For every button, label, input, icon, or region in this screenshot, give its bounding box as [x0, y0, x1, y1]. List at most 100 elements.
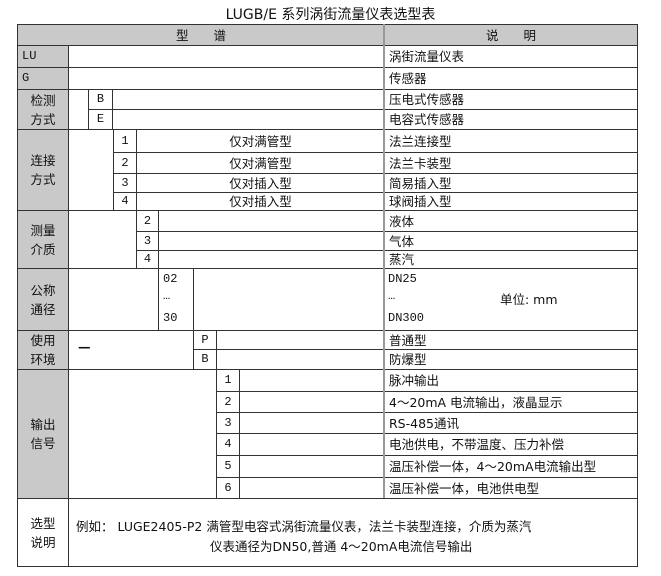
code-output-2-text: 3	[224, 415, 232, 430]
spacer-connect	[68, 129, 114, 211]
diameter-code-0: 02	[163, 272, 178, 286]
spacer-detect	[68, 89, 89, 130]
desc-output-1-text: 4～20mA 电流输出，液晶显示	[389, 394, 563, 410]
code-connect-0-text: 1	[121, 133, 129, 148]
desc-detect-0-text: 压电式传感器	[389, 92, 465, 107]
note-connect-3: 仅对插入型	[136, 192, 385, 211]
page-title: LUGB/E 系列涡街流量仪表选型表	[225, 7, 436, 23]
code-env-1-text: B	[201, 352, 209, 366]
header-model: 型 谱	[17, 24, 385, 46]
example-line-2: 仪表通径为DN50,普通 4～20mA电流信号输出	[210, 539, 473, 554]
code-output-3: 4	[216, 433, 240, 456]
desc-connect-1-text: 法兰卡装型	[389, 155, 452, 171]
desc-env-1-text: 防爆型	[389, 352, 427, 367]
desc-output-1: 4～20mA 电流输出，液晶显示	[384, 391, 638, 413]
example-box	[68, 498, 638, 567]
code-env-0-text: P	[201, 332, 209, 347]
desc-output-0: 脉冲输出	[384, 369, 638, 392]
code-lu: LU	[17, 45, 69, 68]
diameter-desc-1: …	[388, 289, 396, 303]
desc-output-2-text: RS-485通讯	[389, 415, 459, 431]
desc-g-text: 传感器	[389, 71, 427, 86]
desc-lu-text: 涡街流量仪表	[389, 49, 465, 64]
desc-medium-1: 气体	[384, 231, 638, 251]
desc-output-4-text: 温压补偿一体，4～20mA电流输出型	[389, 459, 597, 474]
code-lu-text: LU	[22, 49, 37, 63]
desc-connect-1: 法兰卡装型	[384, 152, 638, 174]
code-output-3-text: 4	[224, 437, 232, 451]
code-output-1-text: 2	[224, 394, 232, 409]
unit-label: 单位: mm	[500, 292, 558, 307]
code-medium-2-text: 4	[143, 252, 152, 266]
code-connect-1: 2	[113, 152, 137, 174]
dash-separator: —	[78, 339, 91, 354]
spacer-diameter	[68, 268, 159, 331]
desc-env-1: 防爆型	[384, 349, 638, 370]
label-detect: 检测 方式	[17, 89, 69, 130]
diameter-code-1: …	[163, 289, 171, 303]
code-detect-0: B	[88, 89, 113, 110]
label-env-text: 使用 环境	[30, 333, 56, 367]
desc-connect-3: 球阀插入型	[384, 192, 638, 211]
note-output-5	[239, 477, 385, 499]
desc-detect-0: 压电式传感器	[384, 89, 638, 110]
desc-connect-0: 法兰连接型	[384, 129, 638, 153]
diameter-code-2: 30	[163, 311, 178, 325]
code-detect-1: E	[88, 109, 113, 130]
header-desc: 说 明	[384, 24, 638, 46]
desc-output-5-text: 温压补偿一体，电池供电型	[389, 480, 540, 496]
desc-connect-2-text: 简易插入型	[389, 175, 452, 191]
label-diameter: 公称 通径	[17, 268, 69, 331]
note-output-0	[239, 369, 385, 392]
label-env: 使用 环境	[17, 330, 69, 370]
note-medium-1	[158, 231, 385, 251]
label-connect-text: 连接 方式	[30, 153, 56, 187]
spacer-output	[68, 369, 217, 499]
spacer-lu	[68, 45, 385, 68]
code-medium-0: 2	[136, 210, 159, 232]
desc-medium-2-text: 蒸汽	[389, 252, 415, 267]
code-output-5-text: 6	[224, 480, 232, 495]
label-medium: 测量 介质	[17, 210, 69, 269]
spacer2-diameter	[193, 268, 385, 331]
label-example: 选型 说明	[17, 498, 69, 567]
label-output: 输出 信号	[17, 369, 69, 499]
desc-medium-2: 蒸汽	[384, 250, 638, 269]
spacer-medium	[68, 210, 137, 269]
note-env-1	[216, 349, 385, 370]
note-detect-0	[112, 89, 385, 110]
code-medium-0-text: 2	[143, 213, 152, 228]
code-env-1: B	[193, 349, 217, 370]
label-output-text: 输出 信号	[30, 417, 56, 451]
desc-medium-0-text: 液体	[389, 213, 415, 229]
desc-output-2: RS-485通讯	[384, 412, 638, 434]
note-connect-0-text: 仅对满管型	[229, 133, 292, 149]
code-output-4: 5	[216, 455, 240, 478]
desc-detect-1-text: 电容式传感器	[389, 112, 465, 127]
desc-detect-1: 电容式传感器	[384, 109, 638, 130]
code-connect-0: 1	[113, 129, 137, 153]
code-output-2: 3	[216, 412, 240, 434]
note-medium-0	[158, 210, 385, 232]
code-medium-2: 4	[136, 250, 159, 269]
code-detect-0-text: B	[96, 92, 105, 106]
code-env-0: P	[193, 330, 217, 350]
note-detect-1	[112, 109, 385, 130]
desc-lu: 涡街流量仪表	[384, 45, 638, 68]
code-medium-1: 3	[136, 231, 159, 251]
code-medium-1-text: 3	[143, 233, 152, 248]
label-connect: 连接 方式	[17, 129, 69, 211]
desc-env-0: 普通型	[384, 330, 638, 350]
header-model-text: 型 谱	[175, 27, 226, 43]
note-output-2	[239, 412, 385, 434]
code-output-1: 2	[216, 391, 240, 413]
desc-output-4: 温压补偿一体，4～20mA电流输出型	[384, 455, 638, 478]
code-connect-3-text: 4	[121, 194, 129, 208]
desc-connect-3-text: 球阀插入型	[389, 194, 452, 209]
note-env-0	[216, 330, 385, 350]
label-diameter-text: 公称 通径	[30, 282, 56, 317]
note-output-4	[239, 455, 385, 478]
diameter-desc-2: DN300	[388, 311, 425, 325]
code-output-5: 6	[216, 477, 240, 499]
